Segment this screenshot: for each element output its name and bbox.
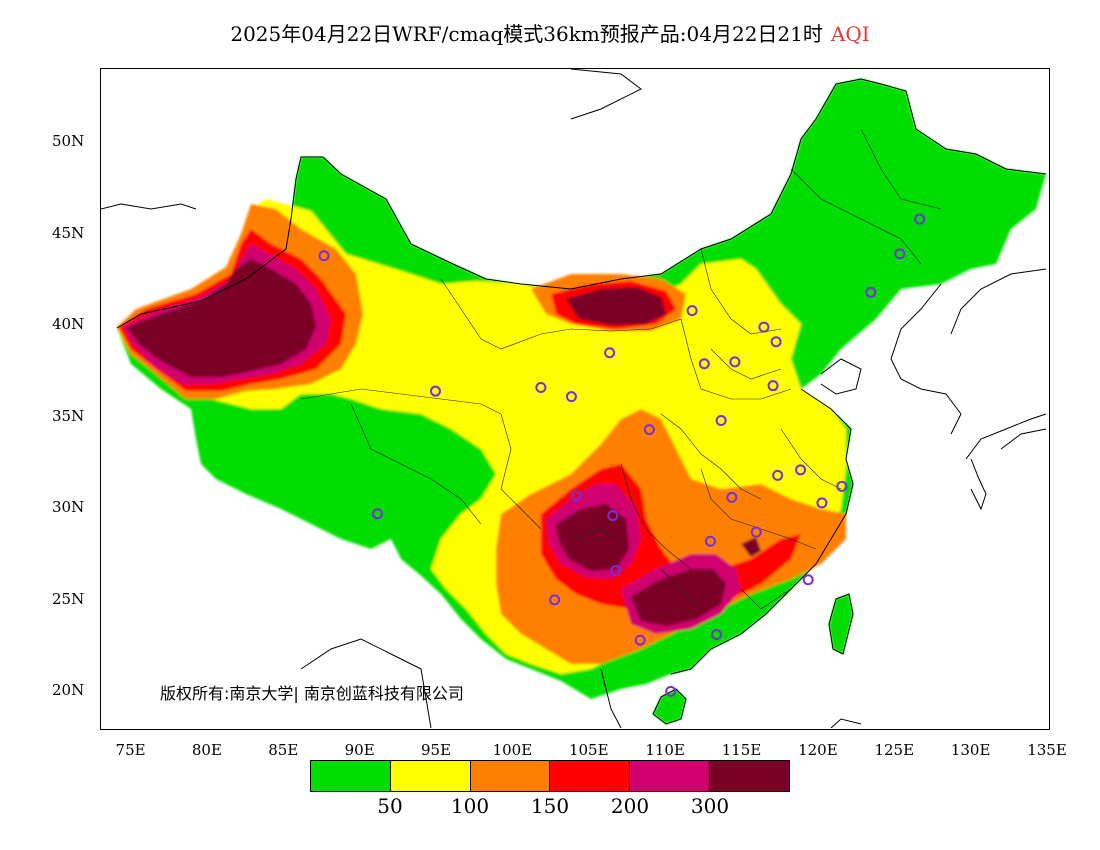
station-marker [836,480,848,492]
station-marker [371,508,383,520]
lon-tick-label: 125E [874,741,915,759]
station-marker [914,213,926,225]
title-variable: AQI [830,22,870,46]
lon-tick-label: 115E [721,741,762,759]
map-title: 2025年04月22日WRF/cmaq模式36km预报产品:04月22日21时 A… [0,18,1100,47]
station-marker [535,382,547,394]
legend-swatch [390,761,471,791]
lon-tick-label: 130E [950,741,991,759]
lon-tick-label: 95E [421,741,452,759]
station-marker [430,385,442,397]
legend-label: 100 [450,794,490,818]
station-marker [604,347,616,359]
lat-tick-label: 45N [52,223,85,242]
station-marker [865,286,877,298]
legend-label: 200 [610,794,650,818]
legend-swatch [311,761,391,791]
lat-tick-label: 50N [52,132,85,151]
lon-tick-label: 105E [568,741,609,759]
station-marker [570,490,582,502]
station-marker [772,469,784,481]
lat-tick-label: 40N [52,315,85,334]
title-text: 2025年04月22日WRF/cmaq模式36km预报产品:04月22日21时 [230,22,823,46]
legend-swatch [470,761,551,791]
station-marker [816,497,828,509]
region-orange-south [496,409,846,664]
lon-tick-label: 85E [268,741,299,759]
station-marker [634,634,646,646]
lon-tick-label: 120E [798,741,838,759]
color-legend [310,760,790,792]
lat-tick-label: 20N [52,681,85,700]
copyright-text: 版权所有:南京大学| 南京创蓝科技有限公司 [160,684,464,703]
region-maroon-guangxi [631,569,726,626]
station-marker [318,250,330,262]
lon-tick-label: 135E [1027,741,1067,759]
station-marker [715,414,727,426]
station-marker [711,629,723,641]
region-maroon-tarim [127,259,316,377]
station-marker [894,248,906,260]
station-marker [726,491,738,503]
station-marker [698,358,710,370]
station-marker [750,526,762,538]
station-marker [795,464,807,476]
station-marker [549,594,561,606]
lon-tick-label: 100E [492,741,533,759]
station-marker [767,380,779,392]
station-marker [565,391,577,403]
lon-tick-label: 110E [645,741,685,759]
lat-tick-label: 35N [52,406,85,425]
station-marker [607,510,619,522]
region-green-taiwan [829,594,853,654]
map-frame [100,68,1050,730]
region-green-hainan [653,689,686,724]
lat-tick-label: 30N [52,498,85,517]
lat-tick-label: 25N [52,589,85,608]
legend-swatch [550,761,631,791]
legend-label: 300 [690,794,730,818]
station-marker [665,685,677,697]
station-marker [704,535,716,547]
station-marker [686,305,698,317]
aqi-map [101,69,1047,728]
lon-tick-label: 75E [115,741,146,759]
legend-swatch [710,761,789,791]
station-marker [770,336,782,348]
region-maroon-imongolia [566,287,666,325]
lon-tick-label: 90E [344,741,375,759]
station-marker [643,424,655,436]
station-marker [802,574,814,586]
station-marker [758,321,770,333]
station-marker [729,356,741,368]
lon-tick-label: 80E [191,741,222,759]
legend-label: 50 [377,794,403,818]
station-marker [610,565,622,577]
legend-swatch [630,761,711,791]
legend-label: 150 [530,794,570,818]
region-maroon-fujian [741,537,761,557]
